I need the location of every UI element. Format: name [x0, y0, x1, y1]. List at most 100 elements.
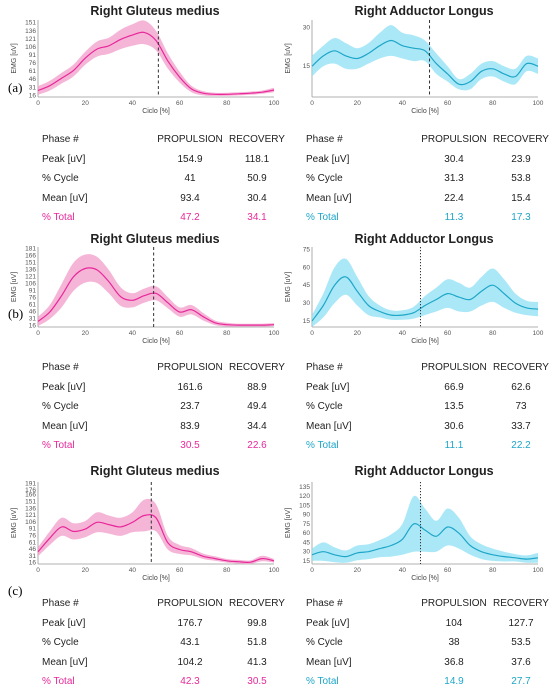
y-tick-label: 91 [29, 52, 37, 59]
sd-band [312, 25, 538, 91]
chart-title: Right Gluteus medius [90, 232, 220, 246]
y-tick-label: 15 [303, 318, 311, 325]
sd-band [38, 254, 274, 327]
phase-stats-table: Phase # PROPULSION RECOVERY Peak [uV] 176.7 9… [42, 598, 285, 688]
y-tick-label: 60 [303, 530, 311, 537]
y-tick-label: 75 [303, 246, 311, 253]
y-axis-label: EMG [uV] [285, 43, 292, 73]
table-row-cell: 13.5 [444, 401, 464, 412]
x-tick-label: 100 [269, 567, 280, 574]
table-row-cell: % Cycle [306, 637, 343, 648]
table-total-cell: 30.5 [247, 676, 267, 687]
table-row-cell: 30.4 [247, 192, 267, 204]
y-tick-label: 16 [29, 560, 37, 567]
chart-title: Right Gluteus medius [90, 4, 220, 18]
phase-stats-table: Phase # PROPULSION RECOVERY Peak [uV] 104 127… [306, 598, 549, 688]
y-tick-label: 31 [29, 84, 37, 91]
phase-stats-table: Phase # PROPULSION RECOVERY Peak [uV] 161.6 8… [42, 362, 285, 452]
table-row-cell: 127.7 [508, 617, 534, 629]
table-header-cell: RECOVERY [229, 598, 285, 609]
chart-title: Right Adductor Longus [354, 4, 494, 18]
table-total-cell: 22.6 [247, 440, 267, 451]
table-row-cell: 118.1 [244, 153, 270, 165]
table-row-cell: Mean [uV] [42, 192, 88, 204]
y-tick-label: 166 [25, 252, 36, 259]
x-axis-label: Ciclo [%] [142, 575, 170, 582]
table-header-cell: PROPULSION [157, 362, 223, 373]
chart-title: Right Gluteus medius [90, 464, 220, 478]
x-tick-label: 0 [36, 567, 40, 574]
table-row-cell: 41.3 [247, 656, 267, 668]
table-row-cell: 36.8 [444, 656, 464, 668]
y-tick-label: 151 [25, 20, 36, 27]
table-total-cell: 42.3 [180, 676, 200, 687]
x-tick-label: 100 [533, 567, 544, 574]
x-tick-label: 60 [444, 567, 452, 574]
y-axis-label: EMG [uV] [11, 272, 18, 302]
x-tick-label: 20 [82, 100, 90, 107]
table-row-cell: % Cycle [42, 173, 79, 184]
table-row-cell: 104.2 [177, 656, 203, 668]
y-tick-label: 136 [25, 28, 36, 35]
x-tick-label: 40 [129, 100, 137, 107]
x-tick-label: 100 [269, 330, 280, 337]
x-tick-label: 0 [36, 330, 40, 337]
mean-emg-line [37, 31, 275, 96]
y-tick-label: 15 [303, 558, 311, 565]
table-header-cell: Phase # [42, 362, 79, 373]
sd-band [38, 20, 274, 96]
x-tick-label: 20 [82, 330, 90, 337]
y-tick-label: 106 [25, 44, 36, 51]
table-row-cell: 154.9 [177, 153, 203, 165]
table-total-cell: 11.3 [444, 212, 464, 223]
table-row-cell: 53.8 [511, 173, 531, 184]
table-header-cell: RECOVERY [493, 362, 549, 373]
y-tick-label: 46 [29, 309, 37, 316]
table-row-cell: Peak [uV] [306, 153, 350, 165]
x-axis-label: Ciclo [%] [142, 338, 170, 345]
table-row-cell: Mean [uV] [306, 420, 352, 432]
y-tick-label: 176 [25, 487, 36, 494]
emg-chart: 191 176 166 151 136 121 106 91 76 61 46 31 16 0 20 40 60… [11, 480, 280, 582]
table-row-cell: 30.6 [444, 420, 464, 432]
table-row-cell: 23.7 [180, 401, 200, 412]
y-tick-label: 90 [303, 512, 311, 519]
y-axis-label: EMG [uV] [285, 508, 292, 538]
chart-title: Right Adductor Longus [354, 232, 494, 246]
emg-chart: 181 166 151 136 121 106 91 76 61 46 31 16 0 20 40 60 80 1… [11, 245, 280, 345]
x-tick-label: 60 [176, 330, 184, 337]
y-tick-label: 76 [29, 532, 37, 539]
table-total-cell: 11.1 [444, 440, 464, 451]
y-tick-label: 91 [29, 288, 37, 295]
y-tick-label: 181 [25, 245, 36, 252]
mean-emg-line [311, 276, 539, 322]
y-axis-label: EMG [uV] [285, 272, 292, 302]
row-label-a: (a) [8, 80, 23, 95]
x-tick-label: 80 [489, 100, 497, 107]
table-row-cell: 99.8 [247, 617, 267, 629]
y-tick-label: 121 [25, 512, 36, 519]
table-row-cell: 66.9 [444, 381, 464, 393]
x-tick-label: 0 [310, 100, 314, 107]
x-tick-label: 60 [444, 100, 452, 107]
y-tick-label: 191 [25, 480, 36, 487]
x-tick-label: 20 [354, 100, 362, 107]
table-total-cell: % Total [306, 212, 339, 223]
y-tick-label: 76 [29, 295, 37, 302]
y-tick-label: 106 [25, 280, 36, 287]
mean-emg-line [311, 523, 539, 560]
table-row-cell: 83.9 [180, 420, 200, 432]
table-header-cell: PROPULSION [421, 362, 487, 373]
table-row-cell: 104 [445, 617, 463, 629]
table-row-cell: Mean [uV] [42, 420, 88, 432]
phase-stats-table: Phase # PROPULSION RECOVERY Peak [uV] 154.9 1… [42, 134, 285, 224]
y-tick-label: 30 [303, 300, 311, 307]
table-row-cell: Peak [uV] [42, 381, 86, 393]
table-row-cell: 53.5 [511, 637, 531, 648]
y-tick-label: 30 [303, 549, 311, 556]
mean-emg-line [311, 39, 539, 86]
y-tick-label: 121 [25, 36, 36, 43]
x-tick-label: 40 [399, 567, 407, 574]
